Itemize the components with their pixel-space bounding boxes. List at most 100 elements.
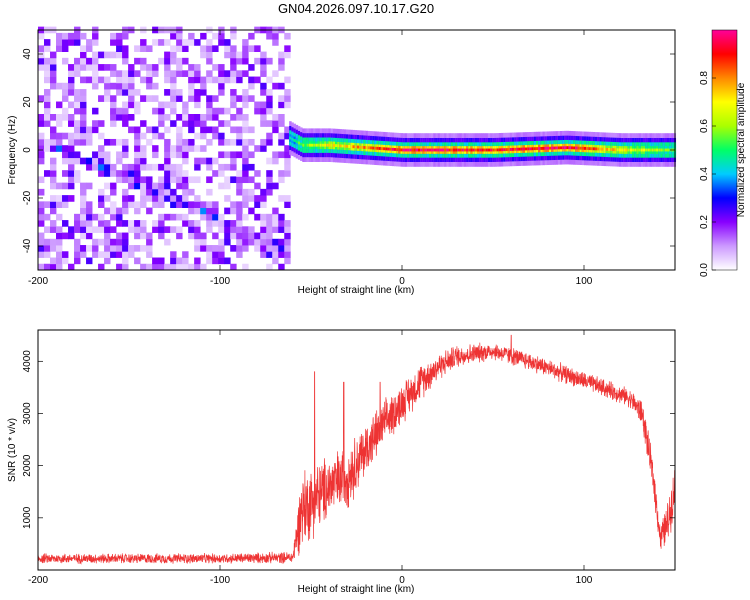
spectrogram-cell [146,263,153,271]
spectrogram-cell [38,251,45,258]
spectrogram-cell [284,195,291,202]
spectrogram-cell [224,151,231,159]
colorbar-scale [711,29,738,271]
spectrogram-cell [74,138,81,146]
spectrogram-ridge-cell [385,147,388,151]
spectrogram-cell [236,70,243,77]
spectrogram-cell [266,232,273,240]
spectrogram-cell [218,32,225,40]
spectrogram-cell [218,182,225,190]
spectrogram-cell [158,232,165,240]
spectrogram-ridge-cell [584,146,587,150]
spectrogram-cell [140,195,147,202]
spectrogram-cell [230,64,237,71]
spectrogram-cell [272,207,279,215]
spectrogram-cell [236,51,243,59]
spectrogram-cell [80,120,87,127]
spectrogram-cell [284,245,291,252]
spectrogram-cell [86,76,93,84]
spectrogram-ridge-cell [291,137,294,141]
spectrogram-cell [68,132,75,140]
spectrogram-ridge-cell [629,148,633,152]
spectrogram-cell [224,232,231,240]
spectrogram-cell [176,182,183,190]
spectrogram-cell [110,213,117,221]
spectrogram-cell [248,45,255,52]
spectrogram-cell [242,39,249,46]
spectrogram-cell [80,114,87,121]
spectrogram-cell [98,120,105,127]
spectrogram-ridge-cell [439,148,443,152]
spectrogram-ridge-cell [588,147,591,151]
spectrogram-cell [50,226,57,233]
spectrogram-cell [140,57,147,65]
spectrogram-cell [206,126,213,134]
spectrogram-cell [266,213,273,221]
spectrogram-cell [38,238,45,246]
spectrogram-ridge-cell [487,148,491,152]
spectrogram-cell [236,245,243,252]
spectrogram-cell [194,220,201,227]
spectrogram-cell [92,70,99,77]
spectrogram-cell [236,114,243,121]
spectrogram-cell [182,251,189,258]
spectrogram-cell [176,57,183,65]
spectrogram-cell [152,107,159,115]
spectrogram-cell [182,220,189,227]
spectrogram-cell [224,207,231,215]
spectrogram-cell [206,57,213,65]
spectrogram-cell [56,213,63,221]
spectrogram-ridge-cell [538,147,541,150]
spectrogram-cell [116,251,123,258]
spectrogram-cell [68,76,75,84]
spectrogram-cell [80,157,87,165]
spectrogram-cell [140,120,147,127]
spectrogram-ridge-cell [391,147,395,151]
spectrogram-cell [170,57,177,65]
spectrogram-ridge-cell [566,146,570,150]
spectrogram-cell [152,188,159,196]
spectrogram-ridge-cell [642,148,646,152]
spectrogram-cell [236,138,243,146]
spectrogram-cell [254,107,261,115]
spectrogram-cell [242,188,249,196]
spectrogram-ridge-cell [404,148,408,152]
spectrogram-cell [80,201,87,208]
spectrogram-cell [212,132,219,140]
spectrogram-cell [86,257,93,265]
spectrogram-ridge-cell [540,147,543,150]
spectrogram-cell [254,245,261,252]
spectrogram-cell [170,226,177,233]
snr-xlabel: Height of straight line (km) [298,584,415,595]
spectrogram-cell [104,82,111,90]
spectrogram-cell [62,251,69,258]
spectrogram-cell [194,145,201,152]
spectrogram-cell [188,207,195,215]
spectrogram-cell [278,238,285,246]
spectrogram-cell [50,195,57,202]
spectrogram-cell [152,195,159,202]
spectrogram-cell [158,201,165,208]
spectrogram-cell [98,201,105,208]
spectrogram-cell [272,257,279,265]
spectrogram-cell [62,220,69,227]
spectrogram-cell [170,257,177,265]
spectrogram-cell [200,132,207,140]
spectrogram-cell [152,126,159,134]
spectrogram-cell [74,213,81,221]
spectrogram-cell [98,145,105,152]
spectrogram-cell [158,263,165,271]
spectrogram-cell [188,220,195,227]
spectrogram-cell [140,132,147,140]
spectrogram-cell [284,201,291,208]
spectrogram-cell [38,220,45,227]
spectrogram-cell [218,213,225,221]
spectrogram-cell [230,245,237,252]
spectrogram-cell [62,89,69,96]
snr-ytick-label: 3000 [22,402,33,425]
spectrogram-cell [212,257,219,265]
spectrogram-cell [80,89,87,96]
spectrogram-cell [68,195,75,202]
spectrogram-cell [134,132,141,140]
spectrogram-cell [230,220,237,227]
